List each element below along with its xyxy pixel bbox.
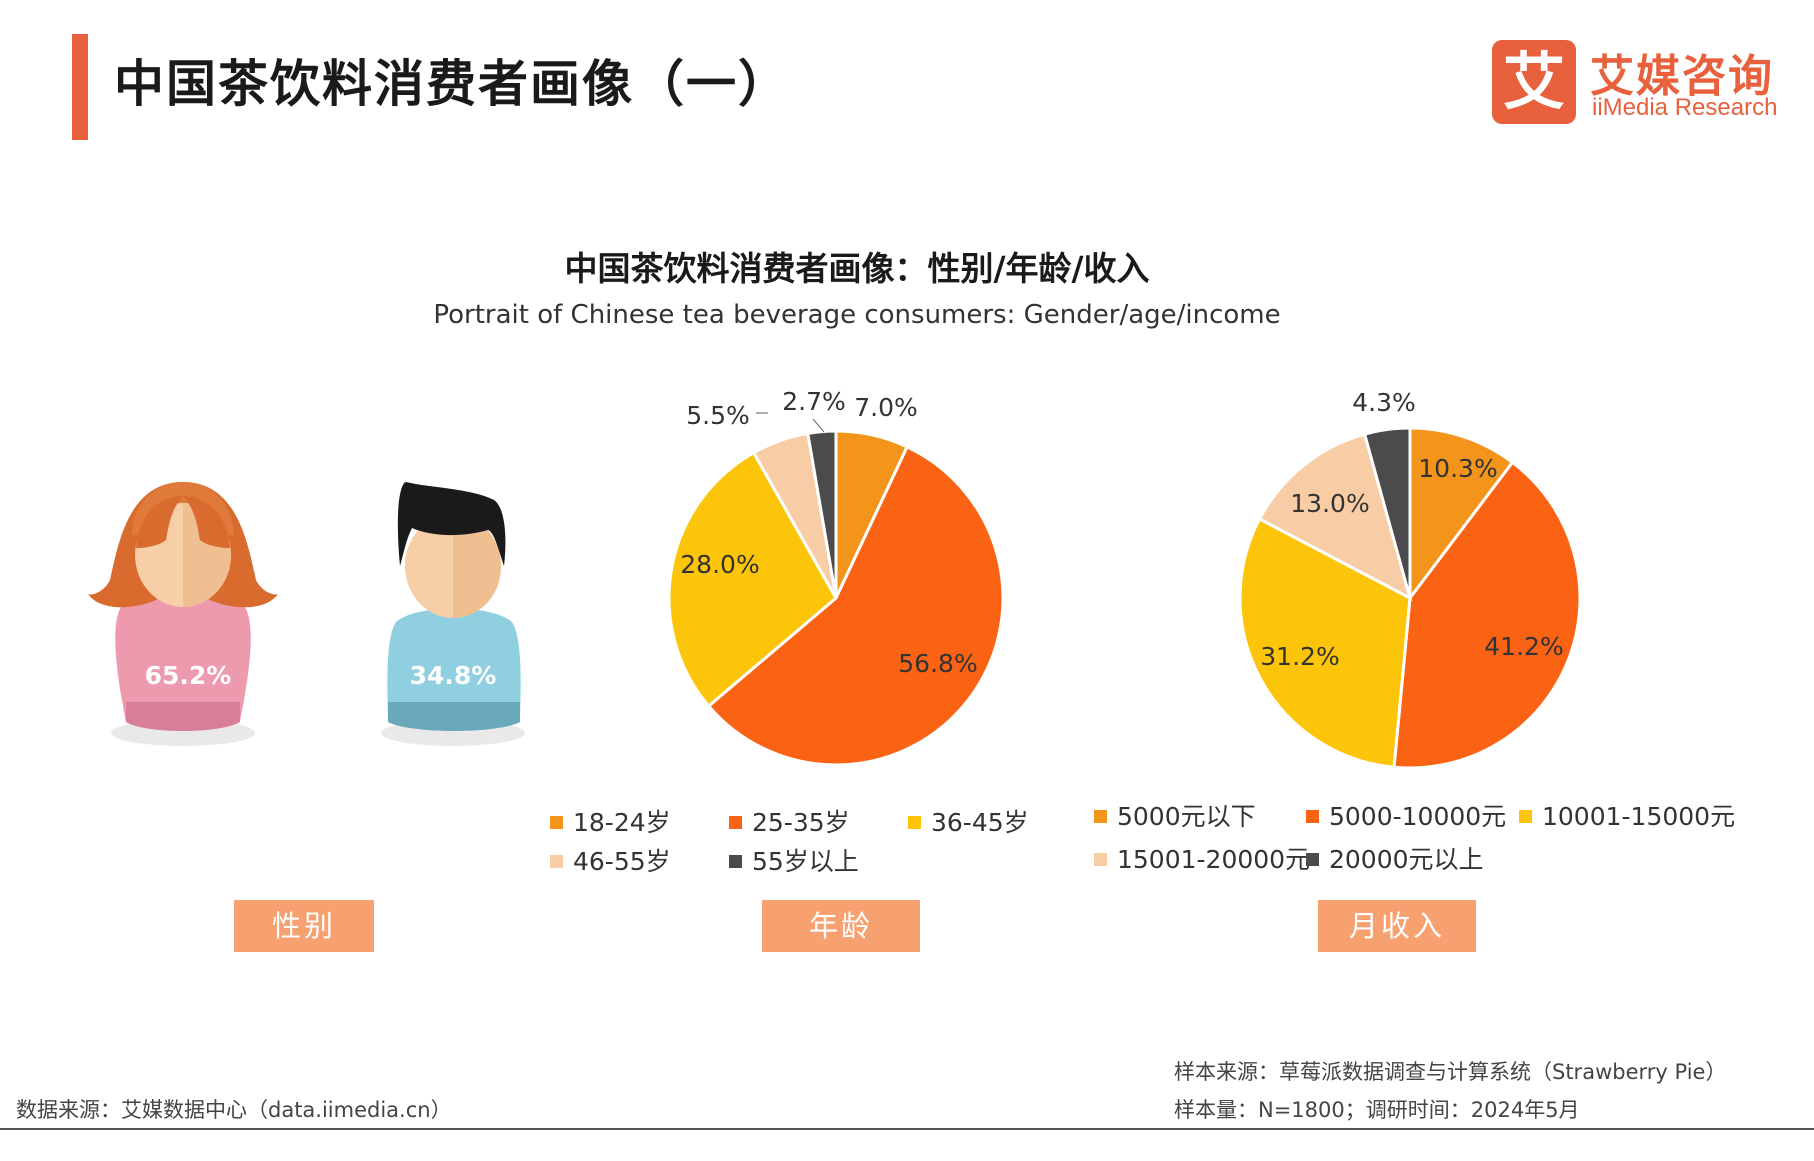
sample-source-note: 样本来源：草莓派数据调查与计算系统（Strawberry Pie） bbox=[1174, 1060, 1727, 1084]
age-legend-item-0: 18-24岁 bbox=[550, 803, 671, 839]
gender-category-button[interactable]: 性别 bbox=[234, 900, 374, 952]
age-legend-label-3: 46-55岁 bbox=[573, 847, 671, 876]
income-slice-label-0: 10.3% bbox=[1418, 454, 1497, 483]
age-legend-swatch-1 bbox=[729, 815, 742, 829]
income-legend-label-0: 5000元以下 bbox=[1117, 802, 1256, 831]
income-legend-item-4: 20000元以上 bbox=[1306, 840, 1484, 876]
age-slice-label-2: 28.0% bbox=[680, 550, 759, 579]
income-slice-1 bbox=[1392, 460, 1582, 770]
logo-text-en: iiMedia Research bbox=[1592, 94, 1778, 121]
income-legend-label-1: 5000-10000元 bbox=[1329, 802, 1507, 831]
income-slice-label-2: 31.2% bbox=[1260, 642, 1339, 671]
income-legend-item-0: 5000元以下 bbox=[1094, 797, 1256, 833]
age-category-button[interactable]: 年龄 bbox=[762, 900, 920, 952]
income-slice-3 bbox=[1257, 432, 1413, 601]
income-legend-item-3: 15001-20000元 bbox=[1094, 840, 1310, 876]
income-slice-label-3: 13.0% bbox=[1290, 489, 1369, 518]
male-figure-icon: 34.8% bbox=[381, 482, 525, 746]
income-slice-label-1: 41.2% bbox=[1484, 632, 1563, 661]
sample-size-note: 样本量：N=1800；调研时间：2024年5月 bbox=[1174, 1098, 1580, 1122]
age-legend-item-2: 36-45岁 bbox=[908, 803, 1029, 839]
income-slice-4 bbox=[1362, 426, 1412, 599]
income-legend-swatch-3 bbox=[1094, 852, 1107, 866]
age-pie-chart: 7.0% 56.8% 28.0% 5.5% 2.7% bbox=[667, 387, 1005, 767]
logo-mark: 艾 bbox=[1492, 40, 1576, 124]
footer-divider bbox=[0, 1128, 1814, 1130]
age-legend-swatch-3 bbox=[550, 854, 563, 868]
age-leader-line-4 bbox=[812, 418, 825, 433]
income-category-button[interactable]: 月收入 bbox=[1318, 900, 1476, 952]
income-legend-label-2: 10001-15000元 bbox=[1542, 802, 1736, 831]
page-title: 中国茶饮料消费者画像（一） bbox=[114, 55, 790, 113]
age-slice-label-1: 56.8% bbox=[898, 649, 977, 678]
title-accent-bar bbox=[72, 34, 88, 140]
income-slice-2 bbox=[1238, 516, 1412, 769]
age-slice-label-0: 7.0% bbox=[854, 393, 918, 422]
income-legend-item-2: 10001-15000元 bbox=[1519, 797, 1735, 833]
data-source-note: 数据来源：艾媒数据中心（data.iimedia.cn） bbox=[16, 1098, 452, 1122]
income-legend-swatch-4 bbox=[1306, 852, 1319, 866]
age-legend-item-3: 46-55岁 bbox=[550, 842, 671, 878]
age-legend-item-1: 25-35岁 bbox=[729, 803, 850, 839]
female-figure-icon: 65.2% bbox=[88, 482, 278, 746]
logo-text-cn: 艾媒咨询 bbox=[1590, 51, 1774, 102]
income-slice-label-4: 4.3% bbox=[1352, 388, 1416, 417]
iimedia-logo: 艾 艾媒咨询 iiMedia Research bbox=[1492, 40, 1782, 124]
age-slice-4 bbox=[806, 429, 838, 599]
age-legend-label-0: 18-24岁 bbox=[573, 808, 671, 837]
male-percent-label: 34.8% bbox=[410, 661, 497, 690]
female-percent-label: 65.2% bbox=[145, 661, 232, 690]
income-legend-label-4: 20000元以上 bbox=[1329, 845, 1484, 874]
age-legend-item-4: 55岁以上 bbox=[729, 842, 859, 878]
income-legend-item-1: 5000-10000元 bbox=[1306, 797, 1506, 833]
age-slice-1 bbox=[706, 444, 1005, 767]
age-legend-swatch-2 bbox=[908, 815, 921, 829]
age-legend-label-2: 36-45岁 bbox=[931, 808, 1029, 837]
age-slice-label-4: 2.7% bbox=[782, 387, 846, 416]
income-pie-chart: 10.3% 41.2% 31.2% 13.0% 4.3% bbox=[1238, 388, 1582, 770]
age-slice-2 bbox=[667, 450, 838, 709]
age-legend-label-1: 25-35岁 bbox=[752, 808, 850, 837]
income-legend-label-3: 15001-20000元 bbox=[1117, 845, 1311, 874]
income-legend-swatch-2 bbox=[1519, 809, 1532, 823]
age-legend-swatch-4 bbox=[729, 854, 742, 868]
age-legend-swatch-0 bbox=[550, 815, 563, 829]
age-slice-label-3: 5.5% bbox=[686, 401, 750, 430]
income-legend-swatch-1 bbox=[1306, 809, 1319, 823]
income-slice-0 bbox=[1408, 426, 1515, 603]
chart-subtitle: Portrait of Chinese tea beverage consume… bbox=[433, 300, 1281, 330]
chart-title: 中国茶饮料消费者画像：性别/年龄/收入 bbox=[564, 249, 1150, 288]
income-legend-swatch-0 bbox=[1094, 809, 1107, 823]
age-legend-label-4: 55岁以上 bbox=[752, 847, 859, 876]
